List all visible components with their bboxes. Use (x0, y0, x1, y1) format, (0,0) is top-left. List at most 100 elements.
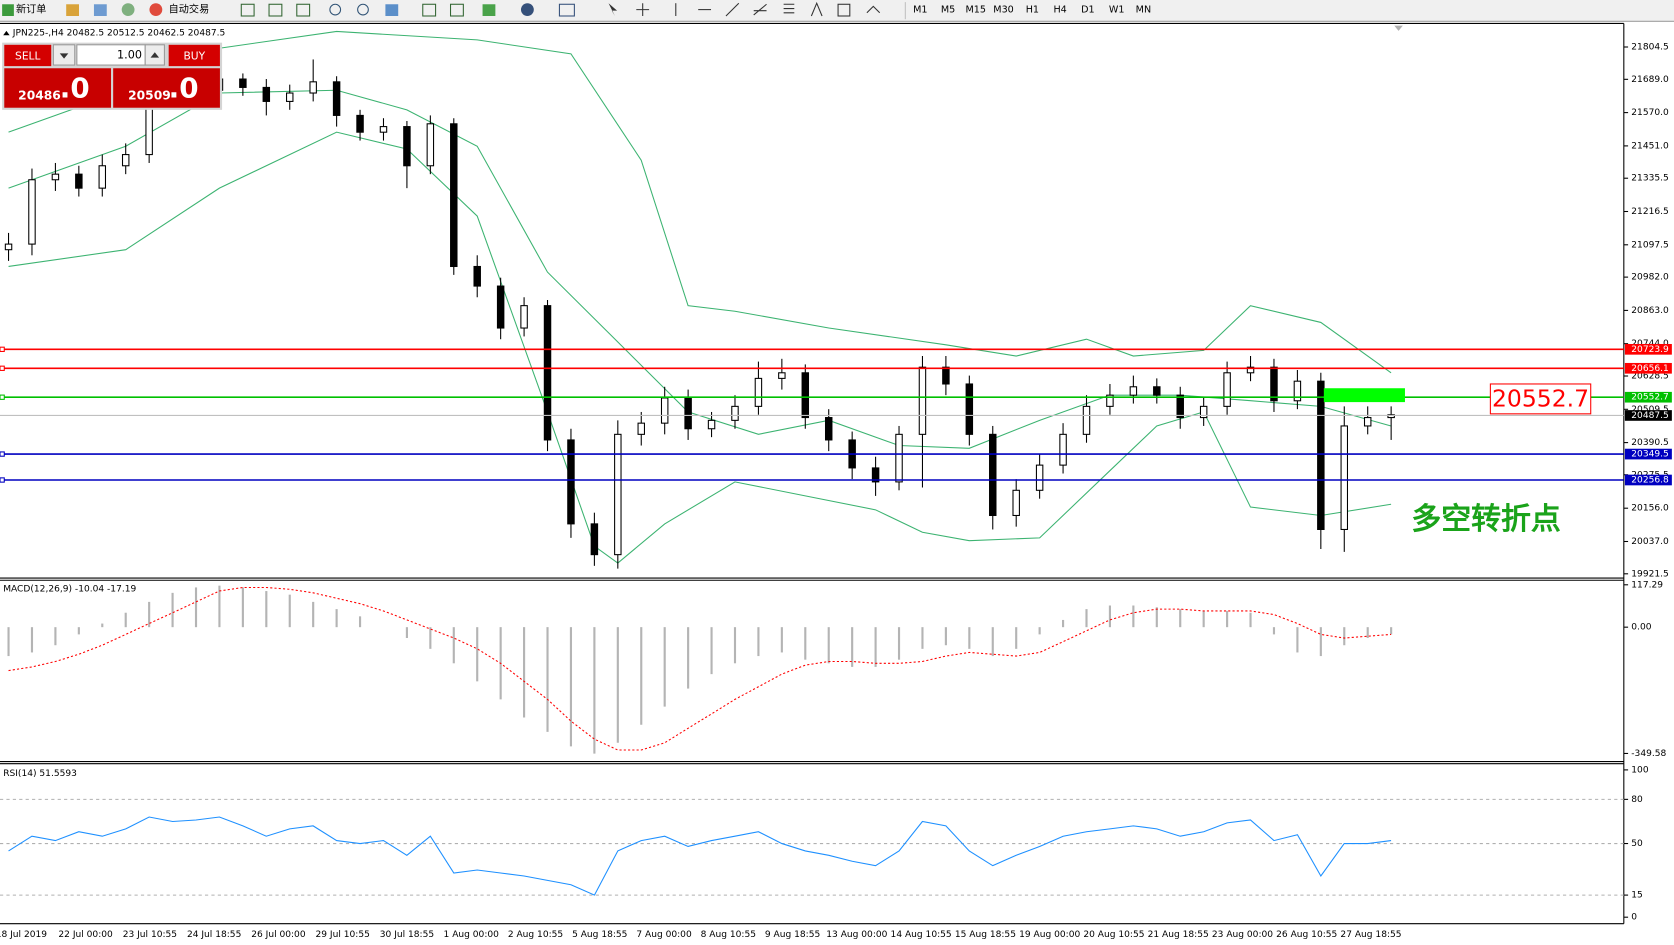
timeframe-button[interactable]: D1 (1081, 5, 1095, 16)
y-tick-label: 21689.0 (1631, 75, 1669, 85)
fibo-icon[interactable] (783, 3, 795, 14)
candle-body (473, 265, 481, 287)
timeframe-button[interactable]: M30 (993, 5, 1014, 16)
candle-body (75, 173, 83, 189)
zoom-out-icon[interactable] (357, 3, 369, 16)
chart-title: JPN225-,H4 20482.5 20512.5 20462.5 20487… (12, 29, 225, 39)
trendline-icon[interactable] (725, 2, 740, 17)
x-tick-label: 7 Aug 00:00 (636, 930, 692, 940)
line-chart-icon[interactable] (296, 3, 311, 17)
level-label-bg (1624, 448, 1672, 460)
candle-body (731, 405, 739, 421)
candle-body (824, 417, 833, 441)
candle-body (1317, 380, 1325, 530)
buy-button[interactable] (168, 44, 220, 67)
level-marker (0, 365, 5, 371)
timeframe-button[interactable]: H1 (1026, 5, 1039, 16)
new-order-icon[interactable] (2, 4, 14, 16)
y-tick-label: 20509.5 (1631, 405, 1669, 415)
candle-body (543, 305, 552, 441)
buy-price-box[interactable] (113, 68, 220, 108)
level-label: 20349.5 (1631, 450, 1669, 460)
candle-body (1176, 394, 1184, 419)
cursor-icon[interactable] (608, 3, 618, 16)
bar-chart-icon[interactable] (240, 3, 255, 17)
candle-chart-icon[interactable] (268, 3, 283, 17)
candle-body (567, 439, 575, 525)
candle-body (332, 81, 341, 116)
candle-body (1340, 425, 1349, 530)
level-label-bg (1624, 391, 1672, 403)
level-label-bg (1624, 474, 1672, 486)
arrows-icon[interactable] (866, 5, 881, 14)
text-icon[interactable] (810, 1, 823, 17)
toolbar-icon[interactable] (66, 4, 80, 16)
x-tick-label: 23 Aug 00:00 (1212, 930, 1273, 940)
candle-body (28, 179, 36, 245)
volume-value[interactable]: 1.00 (117, 48, 142, 61)
y-tick-label: 21216.5 (1631, 207, 1669, 217)
chart-type-icons (240, 1, 881, 17)
x-tick-label: 18 Jul 2019 (0, 930, 47, 940)
bid-price[interactable]: 20486 (18, 88, 61, 102)
y-tick-label: 19921.5 (1631, 569, 1669, 579)
candle-body (262, 86, 271, 102)
candle-body (707, 419, 716, 430)
toolbar-icon[interactable] (121, 3, 135, 16)
level-label: 20723.9 (1631, 345, 1669, 355)
timeframe-button[interactable]: M15 (966, 5, 987, 16)
candle-body (426, 123, 435, 167)
auto-trading-icon[interactable] (149, 3, 163, 16)
bid-fraction[interactable]: .0 (60, 72, 90, 105)
timeframe-button[interactable]: M5 (941, 5, 955, 16)
y-tick-label: 15 (1631, 891, 1643, 901)
auto-trading-button[interactable]: 自动交易 (169, 3, 210, 16)
candle-body (1199, 405, 1208, 419)
candle-body (98, 165, 107, 189)
timeframe-button[interactable]: H4 (1053, 5, 1066, 16)
candle-body (918, 366, 927, 435)
scroll-icon[interactable] (422, 3, 437, 17)
templates-icon[interactable] (558, 3, 575, 17)
x-tick-label: 20 Aug 10:55 (1083, 930, 1144, 940)
sell-label[interactable]: SELL (15, 50, 40, 63)
candle-body (895, 433, 903, 483)
level-marker (0, 477, 5, 483)
shift-icon[interactable] (449, 3, 464, 17)
y-tick-label: 20982.0 (1631, 273, 1669, 283)
timeframe-button[interactable]: M1 (913, 5, 927, 16)
rsi-title: RSI(14) 51.5593 (3, 769, 77, 779)
sell-button[interactable] (4, 44, 52, 67)
timeframe-button[interactable]: MN (1136, 5, 1151, 16)
label-icon[interactable] (837, 3, 851, 17)
y-tick-label: 21570.0 (1631, 108, 1669, 118)
x-tick-label: 13 Aug 00:00 (826, 930, 887, 940)
new-order-button[interactable]: 新订单 (16, 3, 46, 16)
x-tick-label: 8 Aug 10:55 (701, 930, 756, 940)
toolbar-group: 新订单 自动交易 (2, 1, 906, 20)
plot-area: 21804.5 21689.0 21570.0 21451.0 21335.5 21216… (0, 30, 1672, 940)
y-tick-label: 117.29 (1631, 580, 1663, 590)
x-tick-label: 27 Aug 18:55 (1340, 930, 1401, 940)
buy-label[interactable]: BUY (183, 50, 205, 63)
periods-icon[interactable] (520, 3, 534, 16)
sell-price-box[interactable] (4, 68, 112, 108)
x-tick-label: 15 Aug 18:55 (955, 930, 1016, 940)
candle-body (871, 467, 880, 483)
ask-fraction[interactable]: .0 (169, 72, 199, 105)
tile-icon[interactable] (385, 4, 399, 16)
crosshair-icon[interactable] (636, 3, 650, 16)
level-marker (0, 346, 5, 352)
bollinger-band (8, 30, 1392, 374)
channel-icon[interactable] (753, 3, 767, 16)
y-tick-label: -349.58 (1631, 749, 1666, 759)
candle-body (1012, 489, 1020, 517)
ask-price[interactable]: 20509 (128, 88, 171, 102)
timeframe-button[interactable]: W1 (1109, 5, 1125, 16)
candle-body (590, 523, 599, 556)
indicators-icon[interactable] (482, 4, 496, 16)
candle-body (989, 433, 997, 517)
y-tick-label: 80 (1631, 795, 1643, 805)
zoom-in-icon[interactable] (329, 3, 342, 16)
toolbar-icon[interactable] (93, 4, 107, 16)
